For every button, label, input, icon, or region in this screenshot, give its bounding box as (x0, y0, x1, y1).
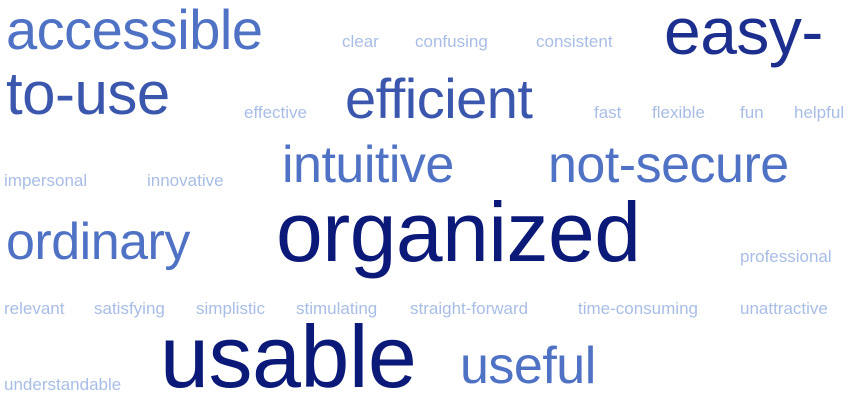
word-confusing: confusing (415, 32, 488, 51)
word-easy-to-use-line1: easy- (664, 0, 823, 68)
word-innovative: innovative (147, 171, 224, 190)
word-not-secure: not-secure (548, 136, 789, 194)
word-straight-forward: straight-forward (410, 299, 529, 318)
word-efficient: efficient (345, 67, 533, 130)
word-helpful: helpful (794, 103, 845, 122)
word-impersonal: impersonal (4, 171, 88, 190)
word-flexible: flexible (652, 103, 705, 122)
word-intuitive: intuitive (282, 136, 454, 194)
word-time-consuming: time-consuming (578, 299, 698, 318)
word-organized: organized (276, 185, 641, 279)
word-clear: clear (342, 32, 379, 51)
word-easy-to-use-line2: to-use (6, 60, 170, 127)
word-useful: useful (460, 337, 596, 395)
word-satisfying: satisfying (94, 299, 165, 318)
word-fun: fun (740, 103, 764, 122)
word-effective: effective (244, 103, 308, 122)
word-accessible: accessible (6, 0, 263, 61)
word-stimulating: stimulating (296, 299, 378, 318)
word-usable: usable (160, 307, 417, 406)
word-understandable: understandable (4, 375, 122, 394)
word-simplistic: simplistic (196, 299, 265, 318)
word-professional: professional (740, 247, 832, 266)
word-unattractive: unattractive (740, 299, 828, 318)
word-ordinary: ordinary (6, 213, 190, 271)
word-fast: fast (594, 103, 622, 122)
word-consistent: consistent (536, 32, 613, 51)
word-relevant: relevant (4, 299, 65, 318)
